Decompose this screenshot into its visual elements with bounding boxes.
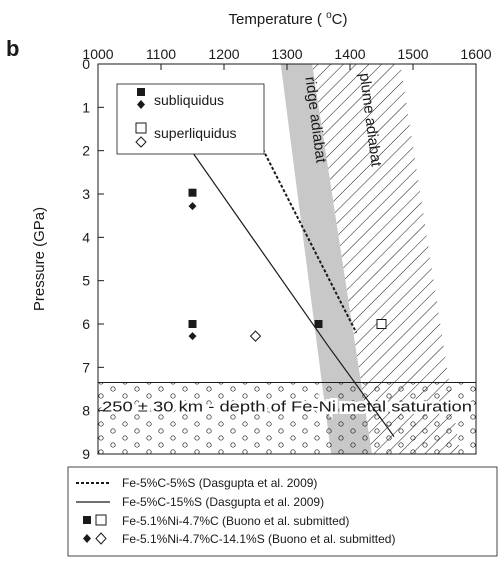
metal-saturation-region: 250 ± 30 km - depth of Fe-Ni metal satur… <box>98 382 476 454</box>
x-axis-title-end: C) <box>332 11 348 28</box>
liquidus-lines <box>160 106 395 438</box>
y-tick-label-1: 1 <box>82 99 90 115</box>
y-tick-label-4: 4 <box>82 229 90 245</box>
y-axis-title: Pressure (GPa) <box>31 207 48 311</box>
bottom-legend-label-1: Fe-5%C-5%S (Dasgupta et al. 2009) <box>122 476 317 490</box>
filled-diamond-symbol <box>83 534 91 543</box>
filled-square-point-1 <box>188 188 197 197</box>
y-tick-label-0: 0 <box>82 56 90 72</box>
bottom-legend-box <box>67 466 498 557</box>
y-tick-label-7: 7 <box>82 359 90 375</box>
adiabat-bands <box>280 64 461 454</box>
solid-line-2 <box>160 106 395 438</box>
open-square-symbol <box>95 514 107 526</box>
y-tick-label-5: 5 <box>82 273 90 289</box>
x-tick-label-1400: 1400 <box>334 46 365 62</box>
bottom-legend-label-4: Fe-5.1%Ni-4.7%C-14.1%S (Buono et al. sub… <box>122 532 395 546</box>
y-tick-label-3: 3 <box>82 186 90 202</box>
x-tick-label-1100: 1100 <box>146 46 176 62</box>
y-tick-label-8: 8 <box>82 403 90 419</box>
ridge-adiabat-band <box>280 64 373 454</box>
x-tick-label-1500: 1500 <box>397 46 428 62</box>
x-axis-title: Temperature ( oC) <box>229 10 348 28</box>
bottom-legend: Fe-5%C-5%S (Dasgupta et al. 2009) Fe-5%C… <box>67 466 498 557</box>
open-square-point-4 <box>376 319 387 329</box>
y-tick-label-2: 2 <box>82 143 90 159</box>
x-tick-label-1000: 1000 <box>82 46 113 62</box>
open-diamond-point-7 <box>249 330 262 342</box>
dotted-line-1 <box>248 122 358 334</box>
bottom-legend-label-2: Fe-5%C-15%S (Dasgupta et al. 2009) <box>122 495 324 509</box>
bottom-legend-label-3: Fe-5.1%Ni-4.7%C (Buono et al. submitted) <box>122 514 349 528</box>
x-axis-title-main: Temperature ( <box>229 11 327 28</box>
inset-legend-label-superliquidus: superliquidus <box>154 125 237 141</box>
open-square-marker <box>135 122 147 134</box>
x-axis-title-superscript: o <box>326 10 332 21</box>
plume-adiabat-hatch <box>312 64 461 454</box>
plot-area: 250 ± 30 km - depth of Fe-Ni metal satur… <box>82 46 492 462</box>
filled-square-point-2 <box>188 320 197 328</box>
inset-legend-label-subliquidus: subliquidus <box>154 92 224 108</box>
open-diamond-marker <box>135 136 147 148</box>
region-pattern <box>98 382 476 454</box>
inset-legend: subliquidus superliquidus <box>116 83 265 155</box>
x-tick-label-1300: 1300 <box>271 46 302 62</box>
y-tick-label-6: 6 <box>82 316 90 332</box>
filled-diamond-marker <box>137 100 145 109</box>
y-tick-label-9: 9 <box>82 446 90 462</box>
filled-square-point-3 <box>314 320 323 328</box>
filled-square-marker <box>137 88 145 96</box>
x-axis-ticks: 1000 1100 1200 1300 1400 1500 1600 <box>82 46 492 70</box>
region-label: 250 ± 30 km - depth of Fe-Ni metal satur… <box>102 399 472 416</box>
filled-diamond-point-6 <box>188 332 197 341</box>
panel-label: b <box>6 36 19 61</box>
x-tick-label-1600: 1600 <box>460 46 491 62</box>
filled-square-symbol <box>83 516 91 524</box>
filled-diamond-point-5 <box>188 202 197 211</box>
x-tick-label-1200: 1200 <box>208 46 239 62</box>
open-diamond-symbol <box>95 532 107 545</box>
y-axis-ticks: 0 1 2 3 4 5 6 7 8 9 <box>82 56 104 462</box>
data-points <box>188 188 387 342</box>
